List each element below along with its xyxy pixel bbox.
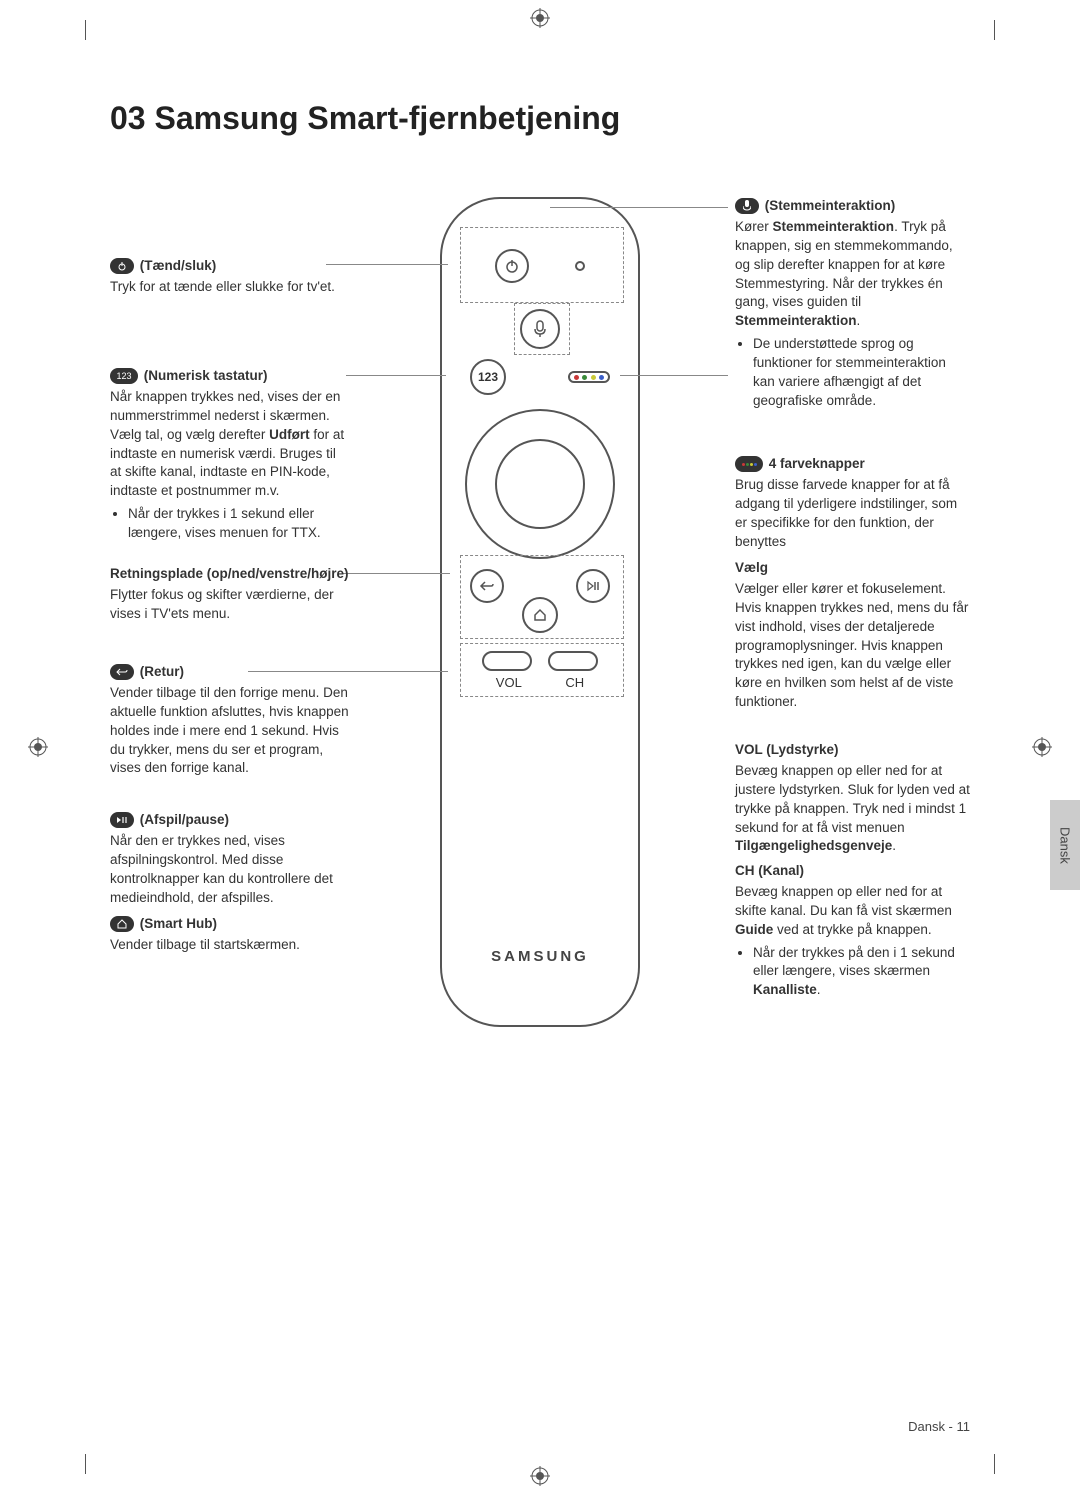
section-body: Vender tilbage til den forrige menu. Den… xyxy=(110,684,350,778)
playpause-button-icon xyxy=(576,569,610,603)
power-icon xyxy=(110,258,134,274)
numeric-button-icon: 123 xyxy=(470,359,506,395)
playpause-icon xyxy=(110,812,134,828)
content-area: 123 xyxy=(110,197,970,1117)
home-button-icon xyxy=(522,597,558,633)
section-title: CH (Kanal) xyxy=(735,863,804,878)
bullet-item: De understøttede sprog og funktioner for… xyxy=(753,335,970,411)
bullet-list: De understøttede sprog og funktioner for… xyxy=(753,335,970,411)
power-button-icon xyxy=(495,249,529,283)
vol-rocker xyxy=(482,651,532,671)
section-title: (Tænd/sluk) xyxy=(136,258,216,273)
leader-line xyxy=(346,375,446,376)
section: CH (Kanal) Bevæg knappen op eller ned for… xyxy=(735,862,970,1000)
section: (Afspil/pause) Når den er trykkes ned, vi… xyxy=(110,811,350,907)
leader-line xyxy=(342,573,450,574)
return-button-icon xyxy=(470,569,504,603)
123-icon: 123 xyxy=(110,368,138,384)
section-title: (Numerisk tastatur) xyxy=(140,368,268,383)
page-title: 03 Samsung Smart-fjernbetjening xyxy=(110,100,970,137)
section-body: Vender tilbage til startskærmen. xyxy=(110,936,300,955)
leader-line xyxy=(620,375,728,376)
dpad-inner xyxy=(495,439,585,529)
vol-label: VOL xyxy=(496,675,522,690)
color-dots-icon xyxy=(568,371,610,383)
ch-label: CH xyxy=(565,675,584,690)
section-title: 4 farveknapper xyxy=(765,456,865,471)
section: VOL (Lydstyrke) Bevæg knappen op eller ne… xyxy=(735,741,970,856)
ch-rocker xyxy=(548,651,598,671)
section: (Retur) Vender tilbage til den forrige me… xyxy=(110,663,350,778)
return-icon xyxy=(110,664,134,680)
leader-line xyxy=(326,264,448,265)
section-body: Vælger eller kører et fokuselement. Hvis… xyxy=(735,580,970,712)
bullet-item: Når der trykkes på den i 1 sekund eller … xyxy=(753,944,970,1001)
section: (Stemmeinteraktion) Kører Stemmeinterakti… xyxy=(735,197,970,411)
section-body: Kører Stemmeinteraktion. Tryk på knappen… xyxy=(735,218,970,331)
mic-icon xyxy=(735,198,759,214)
bullet-list: Når der trykkes på den i 1 sekund eller … xyxy=(753,944,970,1001)
page-number: Dansk - 11 xyxy=(908,1419,970,1434)
section-title: (Smart Hub) xyxy=(136,916,217,931)
leader-line xyxy=(550,207,728,208)
section-body: Når knappen trykkes ned, vises der en nu… xyxy=(110,388,350,501)
section: Retningsplade (op/ned/venstre/højre) Flyt… xyxy=(110,565,350,624)
bullet-list: Når der trykkes i 1 sekund eller længere… xyxy=(128,505,350,543)
section-title: (Stemmeinteraktion) xyxy=(761,198,895,213)
colors-icon xyxy=(735,456,763,472)
remote-diagram: 123 xyxy=(440,197,640,1027)
section: Vælg Vælger eller kører et fokuselement. … xyxy=(735,559,970,712)
brand-label: SAMSUNG xyxy=(442,948,638,965)
section-body: Flytter fokus og skifter værdierne, der … xyxy=(110,586,350,624)
section-title: (Retur) xyxy=(136,664,184,679)
home-icon xyxy=(110,916,134,932)
section-body: Bevæg knappen op eller ned for at juster… xyxy=(735,762,970,856)
section-title: Retningsplade (op/ned/venstre/højre) xyxy=(110,566,349,581)
section: 4 farveknapper Brug disse farvede knapper… xyxy=(735,455,970,551)
section-title: Vælg xyxy=(735,560,768,575)
mic-button-icon xyxy=(520,309,560,349)
section-title: (Afspil/pause) xyxy=(136,812,229,827)
section: 123 (Numerisk tastatur) Når knappen trykk… xyxy=(110,367,350,543)
section-title: VOL (Lydstyrke) xyxy=(735,742,839,757)
section-body: Tryk for at tænde eller slukke for tv'et… xyxy=(110,278,335,297)
bullet-item: Når der trykkes i 1 sekund eller længere… xyxy=(128,505,350,543)
section: (Smart Hub) Vender tilbage til startskærm… xyxy=(110,915,300,955)
section: (Tænd/sluk) Tryk for at tænde eller slukk… xyxy=(110,257,335,297)
section-body: Bevæg knappen op eller ned for at skifte… xyxy=(735,883,970,940)
section-body: Når den er trykkes ned, vises afspilning… xyxy=(110,832,350,908)
section-body: Brug disse farvede knapper for at få adg… xyxy=(735,476,970,552)
